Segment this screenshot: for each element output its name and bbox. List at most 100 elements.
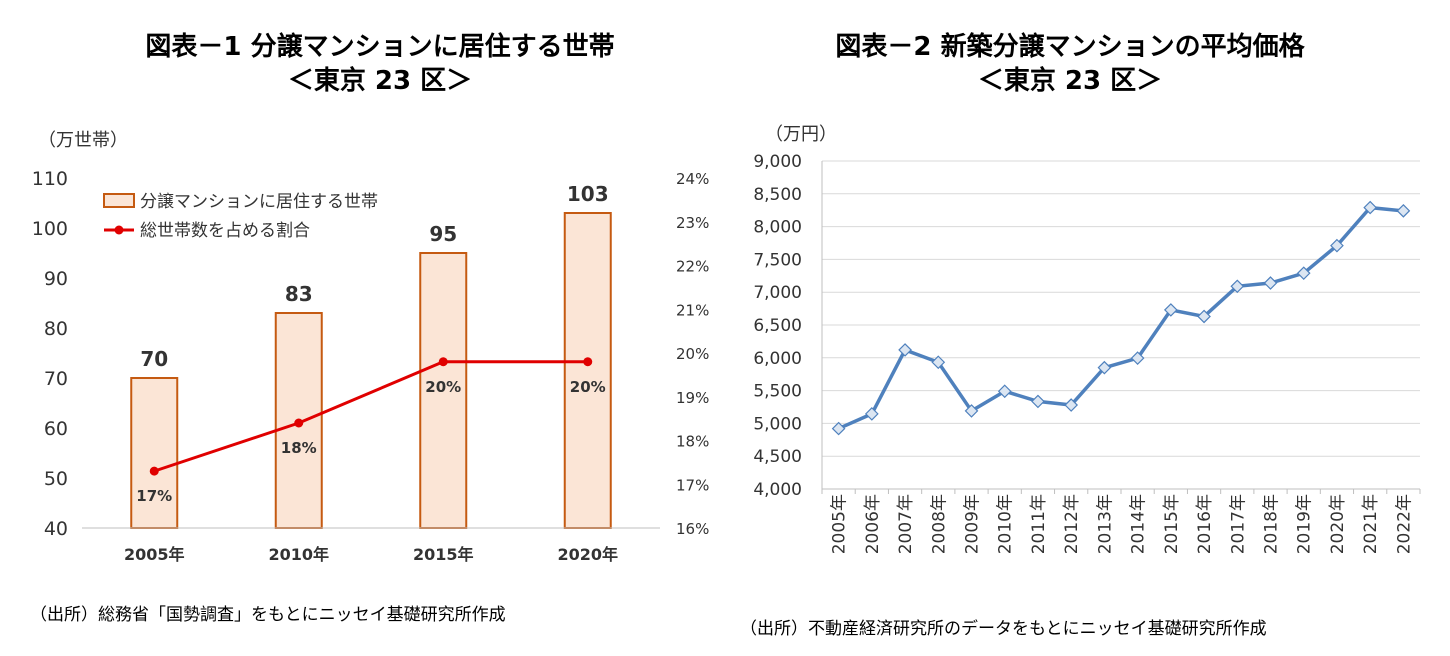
- chart2-x-tick-label: 2016年: [1195, 494, 1215, 554]
- chart1-subtitle: ＜東京 23 区＞: [287, 66, 473, 96]
- chart2-x-tick-label: 2017年: [1228, 494, 1248, 554]
- chart2-y-tick-label: 9,000: [753, 152, 802, 172]
- chart2-x-tick-label: 2005年: [830, 494, 850, 554]
- chart2-price-point: [1363, 200, 1378, 215]
- chart1-x-tick-label: 2010年: [268, 545, 329, 564]
- chart2-price-point: [964, 404, 979, 418]
- chart1-legend-bar-label: 分譲マンションに居住する世帯: [140, 192, 378, 212]
- chart1-y2-tick-label: 18%: [676, 433, 709, 451]
- chart1-share-point: [149, 466, 159, 476]
- chart2-price-point: [931, 355, 946, 370]
- chart1-legend-line-label: 総世帯数を占める割合: [140, 221, 310, 241]
- chart1-share-label: 20%: [570, 378, 606, 396]
- chart2-price-point: [1396, 204, 1411, 218]
- chart1-share-label: 17%: [136, 487, 172, 505]
- chart1-y2-tick-label: 20%: [676, 345, 709, 363]
- chart2-y-tick-label: 6,000: [753, 349, 802, 369]
- chart1-share-point: [583, 357, 593, 367]
- chart1-title-block: 図表－1 分譲マンションに居住する世帯 ＜東京 23 区＞: [60, 30, 700, 98]
- chart2-x-tick-label: 2012年: [1062, 494, 1082, 554]
- chart2-price-point: [997, 384, 1012, 399]
- chart1-bar: [130, 377, 179, 529]
- chart2-price-point: [1230, 279, 1245, 294]
- chart2-price-point: [898, 343, 912, 357]
- chart1-y2-tick-label: 22%: [676, 258, 709, 276]
- chart2-price-line: [837, 205, 1404, 431]
- chart1-y2-tick-label: 16%: [676, 520, 709, 538]
- chart2-source: （出所）不動産経済研究所のデータをもとにニッセイ基礎研究所作成: [740, 619, 1267, 639]
- chart1-y-tick-label: 70: [44, 368, 68, 390]
- chart2-y-tick-label: 8,000: [753, 218, 802, 238]
- chart2-x-tick-label: 2009年: [963, 494, 983, 554]
- chart1-y-tick-label: 40: [44, 518, 68, 540]
- chart1-x-tick-label: 2005年: [124, 545, 185, 564]
- chart2-price-point: [864, 407, 879, 421]
- chart2-y-tick-label: 7,500: [753, 250, 802, 270]
- chart2-y-tick-label: 8,500: [753, 185, 802, 205]
- chart2-price-point: [1031, 394, 1045, 409]
- chart2-x-tick-label: 2013年: [1095, 494, 1115, 554]
- chart2-x-tick-label: 2021年: [1361, 494, 1381, 554]
- chart2-price-point: [1097, 360, 1112, 375]
- chart1-title: 図表－1 分譲マンションに居住する世帯: [145, 32, 615, 62]
- chart1-bar-value-label: 95: [429, 222, 457, 246]
- chart1-y2-tick-label: 19%: [676, 389, 709, 407]
- chart1-y2-tick-label: 23%: [676, 214, 709, 232]
- chart1-bar-value-label: 103: [567, 182, 609, 206]
- chart2-price-point: [1130, 351, 1145, 365]
- chart1-share-line: [153, 360, 588, 473]
- chart1-x-tick-label: 2020年: [557, 545, 618, 564]
- chart2-title: 図表－2 新築分譲マンションの平均価格: [835, 32, 1305, 62]
- chart2-x-tick-label: 2008年: [929, 494, 949, 554]
- chart1-source: （出所）総務省「国勢調査」をもとにニッセイ基礎研究所作成: [30, 605, 506, 625]
- chart2-x-tick-label: 2015年: [1162, 494, 1182, 554]
- chart2-y-tick-label: 7,000: [753, 283, 802, 303]
- chart1-svg: （万世帯） 110 100 90 80 70 60 50 40 24% 23% 22% 21% 20% 19…: [32, 130, 710, 564]
- chart1-bar-value-label: 70: [140, 347, 168, 371]
- chart2-y-tick-label: 5,500: [753, 382, 802, 402]
- chart2-price-point: [1296, 266, 1311, 281]
- chart2-y-tick-label: 6,500: [753, 316, 802, 336]
- chart2-y-tick-label: 5,000: [753, 414, 802, 434]
- chart2-price-point: [1330, 238, 1344, 253]
- chart1-y-tick-label: 50: [44, 468, 68, 490]
- chart1-legend-line-marker: [114, 225, 124, 235]
- chart2-price-point: [1064, 398, 1079, 412]
- chart2-y-tick-label: 4,000: [753, 480, 802, 500]
- chart1-y-tick-label: 80: [44, 318, 68, 340]
- chart2-x-tick-label: 2018年: [1262, 494, 1282, 554]
- chart2-x-tick-label: 2022年: [1394, 494, 1414, 554]
- chart1-y-tick-label: 110: [32, 168, 68, 190]
- chart1-share-point: [294, 418, 304, 428]
- chart2-x-tick-label: 2006年: [863, 494, 883, 554]
- chart2-title-block: 図表－2 新築分譲マンションの平均価格 ＜東京 23 区＞: [750, 30, 1390, 98]
- chart2-subtitle: ＜東京 23 区＞: [977, 66, 1163, 96]
- chart2-x-tick-label: 2011年: [1029, 494, 1049, 554]
- chart1-y2-tick-label: 21%: [676, 301, 709, 319]
- chart1-x-tick-label: 2015年: [413, 545, 474, 564]
- chart1-bar-value-label: 83: [285, 282, 313, 306]
- chart2-price-point: [1263, 276, 1278, 290]
- chart2-x-tick-label: 2014年: [1129, 494, 1149, 554]
- chart1-y-tick-label: 100: [32, 218, 68, 240]
- chart2-x-tick-label: 2007年: [896, 494, 916, 554]
- chart1-y-tick-label: 60: [44, 418, 68, 440]
- chart1-legend-bar-swatch: [103, 193, 135, 208]
- chart2-x-tick-label: 2020年: [1328, 494, 1348, 554]
- chart1-share-label: 20%: [425, 378, 461, 396]
- chart2-y-tick-label: 4,500: [753, 447, 802, 467]
- chart1-y-axis-label: （万世帯）: [38, 130, 128, 151]
- chart2-x-tick-label: 2010年: [996, 494, 1016, 554]
- chart1-y-tick-label: 90: [44, 268, 68, 290]
- chart2-price-point: [1163, 303, 1178, 317]
- chart1-y2-tick-label: 17%: [676, 476, 709, 494]
- chart1-share-point: [438, 357, 448, 367]
- chart2-price-point: [831, 421, 846, 436]
- chart1-y2-tick-label: 24%: [676, 170, 709, 188]
- chart1-share-label: 18%: [281, 439, 317, 457]
- chart2-price-point: [1197, 309, 1211, 324]
- chart2-x-tick-label: 2019年: [1295, 494, 1315, 554]
- chart2-y-axis-label: （万円）: [765, 124, 837, 145]
